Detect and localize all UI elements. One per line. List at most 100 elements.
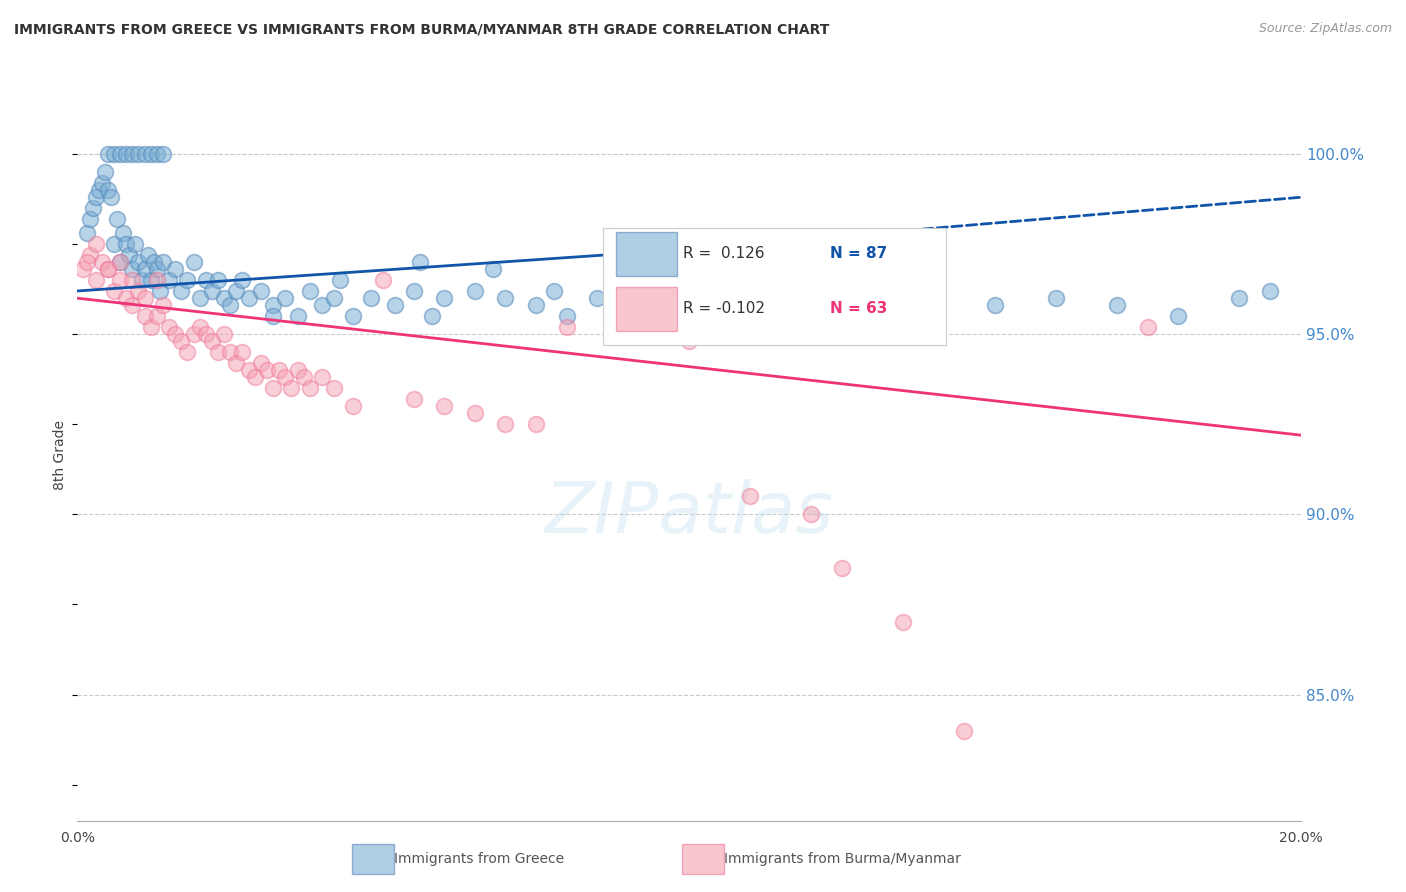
Point (134, 291, 156, 305)
Point (134, 147, 156, 161)
Point (342, 399, 364, 413)
Point (371, 273, 394, 287)
Point (219, 345, 242, 359)
Point (250, 284, 273, 298)
Point (124, 237, 146, 252)
Point (112, 227, 135, 241)
Point (342, 309, 364, 323)
Point (862, 298, 884, 312)
Point (402, 284, 425, 298)
Point (800, 291, 823, 305)
Point (464, 284, 486, 298)
Point (139, 320, 162, 334)
Point (1045, 291, 1067, 305)
Point (183, 255, 205, 269)
Point (678, 291, 700, 305)
Point (212, 291, 235, 305)
Point (298, 284, 321, 298)
Point (146, 147, 169, 161)
Point (238, 363, 260, 377)
Point (524, 417, 547, 432)
Point (243, 370, 266, 384)
Point (323, 291, 346, 305)
Point (709, 298, 731, 312)
Point (262, 381, 284, 395)
Point (157, 320, 180, 334)
Point (134, 262, 156, 277)
Point (108, 255, 131, 269)
FancyBboxPatch shape (616, 232, 676, 276)
Point (922, 291, 945, 305)
Point (97, 262, 120, 277)
Point (201, 284, 224, 298)
Text: Source: ZipAtlas.com: Source: ZipAtlas.com (1258, 22, 1392, 36)
Point (231, 345, 253, 359)
Point (524, 298, 547, 312)
Point (84, 237, 107, 252)
Point (262, 298, 284, 312)
Point (1167, 309, 1189, 323)
Point (287, 363, 309, 377)
Point (225, 356, 247, 370)
Point (121, 273, 143, 287)
Point (269, 363, 291, 377)
Point (238, 291, 260, 305)
Point (617, 284, 640, 298)
Point (176, 345, 198, 359)
Point (586, 291, 609, 305)
Point (984, 298, 1007, 312)
Point (128, 284, 150, 298)
Point (402, 392, 425, 406)
Point (482, 262, 505, 277)
Point (256, 363, 278, 377)
Point (82, 201, 104, 215)
Point (231, 273, 253, 287)
Point (176, 273, 198, 287)
Point (115, 237, 138, 252)
Point (170, 284, 193, 298)
Point (605, 273, 627, 287)
Point (115, 147, 138, 161)
Point (72, 262, 94, 277)
Point (84, 273, 107, 287)
Point (262, 309, 284, 323)
Point (79, 211, 101, 226)
Point (139, 147, 162, 161)
Point (495, 291, 517, 305)
Point (97, 147, 120, 161)
Point (84, 190, 107, 204)
Point (87, 183, 110, 197)
Point (76, 227, 98, 241)
Text: Immigrants from Burma/Myanmar: Immigrants from Burma/Myanmar (724, 852, 960, 866)
Point (136, 248, 159, 262)
Point (1136, 320, 1159, 334)
Text: R =  0.126: R = 0.126 (683, 246, 765, 261)
Point (103, 147, 125, 161)
Text: N = 87: N = 87 (830, 246, 887, 261)
Point (329, 273, 352, 287)
FancyBboxPatch shape (616, 286, 676, 331)
Point (891, 615, 914, 630)
Point (1258, 284, 1281, 298)
Point (165, 262, 187, 277)
Point (617, 327, 640, 342)
Point (311, 298, 333, 312)
Point (274, 291, 297, 305)
Point (146, 262, 169, 277)
Point (134, 309, 156, 323)
Point (97, 183, 120, 197)
Y-axis label: 8th Grade: 8th Grade (53, 420, 67, 490)
Point (953, 723, 976, 738)
Point (188, 291, 211, 305)
Point (207, 273, 229, 287)
Point (409, 255, 432, 269)
Point (194, 273, 217, 287)
Point (433, 291, 456, 305)
Point (152, 255, 174, 269)
Point (115, 291, 138, 305)
Point (90, 176, 112, 190)
Point (128, 255, 150, 269)
Point (108, 147, 131, 161)
Text: IMMIGRANTS FROM GREECE VS IMMIGRANTS FROM BURMA/MYANMAR 8TH GRADE CORRELATION CH: IMMIGRANTS FROM GREECE VS IMMIGRANTS FRO… (14, 22, 830, 37)
Point (360, 291, 382, 305)
